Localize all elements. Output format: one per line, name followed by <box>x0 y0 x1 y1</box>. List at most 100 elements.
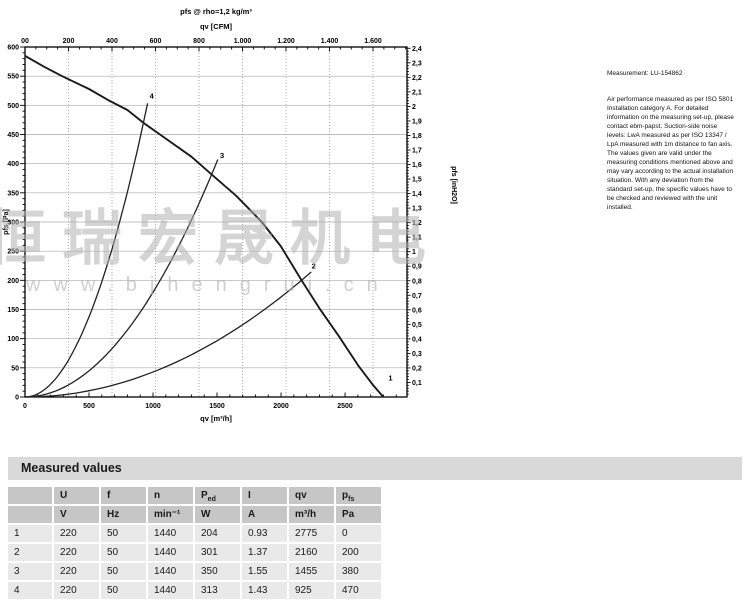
table-cell: 220 <box>54 582 99 599</box>
tick-label: 1000 <box>145 403 161 410</box>
table-cell: 1.37 <box>242 544 287 561</box>
tick-label: 1,8 <box>412 133 422 140</box>
table-cell: f <box>101 487 146 504</box>
table-cell: 200 <box>336 544 381 561</box>
table-row: 2 220 50 1440 301 1.37 2160 200 <box>8 544 383 561</box>
table-cell: A <box>242 506 287 523</box>
table-cell: min⁻¹ <box>148 506 193 523</box>
table-cell: V <box>54 506 99 523</box>
table-cell: 220 <box>54 544 99 561</box>
tick-label: 0 <box>23 403 27 410</box>
note-line: information on the measuring set-up, ple… <box>607 114 734 121</box>
table-cell: 380 <box>336 563 381 580</box>
tick-label: 600 <box>150 38 162 45</box>
table-cell: 2160 <box>289 544 334 561</box>
operating-point-label-2: 2 <box>312 262 316 271</box>
table-cell: U <box>54 487 99 504</box>
tick-label: 350 <box>7 190 19 197</box>
left-axis-label: pfs [Pa] <box>3 209 10 235</box>
table-cell: 1455 <box>289 563 334 580</box>
table-cell: 50 <box>101 544 146 561</box>
table-cell: pfs <box>336 487 381 504</box>
table-cell: 204 <box>195 525 240 542</box>
note-line: LpA measured with 1m distance to fan axi… <box>607 141 733 148</box>
tick-label: 1500 <box>209 403 225 410</box>
note-line: Installation category A. For detailed <box>607 105 709 112</box>
performance-chart: 0 50 100 150 200 250 300 350 400 450 500 550 600 0,1 0… <box>0 0 470 445</box>
tick-label: 1,7 <box>412 147 422 154</box>
fan-curve <box>24 54 385 398</box>
table-cell: Pa <box>336 506 381 523</box>
tick-label: 450 <box>7 132 19 139</box>
note-line: installed. <box>607 204 633 211</box>
table-cell: n <box>148 487 193 504</box>
fan-curve-chart: 0501001502002503003504004505005506000,10… <box>3 7 457 423</box>
table-cell: 1 <box>8 525 52 542</box>
tick-label: 250 <box>7 249 19 256</box>
tick-label: 150 <box>7 307 19 314</box>
operating-point-label-3: 3 <box>220 151 224 160</box>
table-cell: W <box>195 506 240 523</box>
measurement-id: Measurement: LU-154862 <box>607 70 683 77</box>
table-cell: qv <box>289 487 334 504</box>
top-axis-label: qv [CFM] <box>200 22 233 31</box>
right-axis <box>407 47 411 395</box>
tick-label: 0,9 <box>412 264 422 271</box>
tick-label: 2500 <box>337 403 353 410</box>
tick-label: 1,6 <box>412 162 422 169</box>
table-cell: 1440 <box>148 582 193 599</box>
tick-label: 1.000 <box>234 38 252 45</box>
tick-label: 2000 <box>273 403 289 410</box>
table-cell: 313 <box>195 582 240 599</box>
system-curve-3 <box>24 159 219 398</box>
tick-label: 400 <box>106 38 118 45</box>
tick-label: 0,1 <box>412 380 422 387</box>
tick-label: 300 <box>7 220 19 227</box>
tick-label: 600 <box>7 45 19 52</box>
table-cell: Hz <box>101 506 146 523</box>
tick-label: 0,4 <box>412 336 422 343</box>
table-row: 3 220 50 1440 350 1.55 1455 380 <box>8 563 383 580</box>
table-cell: 2 <box>8 544 52 561</box>
note-line: Air performance measured as per ISO 5801 <box>607 96 734 103</box>
tick-label: 500 <box>83 403 95 410</box>
measurement-note: Measurement: LU-154862 Air performance m… <box>607 69 750 212</box>
note-line: The values given are valid under the <box>607 150 712 157</box>
table-cell: I <box>242 487 287 504</box>
operating-point-label-1: 1 <box>388 374 392 383</box>
system-curve-4 <box>24 103 149 398</box>
tick-label: 00 <box>21 38 29 45</box>
tick-label: 0,7 <box>412 293 422 300</box>
table-cell: Ped <box>195 487 240 504</box>
bottom-axis <box>24 392 397 397</box>
tick-label: 0,3 <box>412 351 422 358</box>
tick-label: 2,3 <box>412 60 422 67</box>
operating-point-label-4: 4 <box>150 91 155 100</box>
tick-label: 1.400 <box>321 38 339 45</box>
table-cell: 220 <box>54 563 99 580</box>
chart-title: pfs @ rho=1,2 kg/m³ <box>180 7 252 16</box>
tick-label: 1 <box>412 249 416 256</box>
tick-label: 100 <box>7 336 19 343</box>
bottom-axis-label: qv [m³/h] <box>200 414 232 423</box>
note-line: situation. With any deviation from the <box>607 177 714 184</box>
note-line: levels: LwA measured as per ISO 13347 / <box>607 132 727 139</box>
table-cell: 3 <box>8 563 52 580</box>
top-axis <box>24 47 407 52</box>
table-cell: 1.55 <box>242 563 287 580</box>
note-line: standard set-up, the specific values hav… <box>607 186 733 193</box>
table-cell: 2775 <box>289 525 334 542</box>
note-line: may vary according to the actual install… <box>607 168 734 175</box>
note-line: be checked and reviewed with the unit <box>607 195 718 202</box>
note-line: measuring conditions mentioned above and <box>607 159 733 166</box>
table-row: 1 220 50 1440 204 0.93 2775 0 <box>8 525 383 542</box>
tick-label: 200 <box>63 38 75 45</box>
note-line: contact ebm-papst. Suction-side noise <box>607 123 718 130</box>
table-cell: 470 <box>336 582 381 599</box>
tick-label: 1,1 <box>412 235 422 242</box>
tick-label: 1,4 <box>412 191 422 198</box>
tick-label: 200 <box>7 278 19 285</box>
